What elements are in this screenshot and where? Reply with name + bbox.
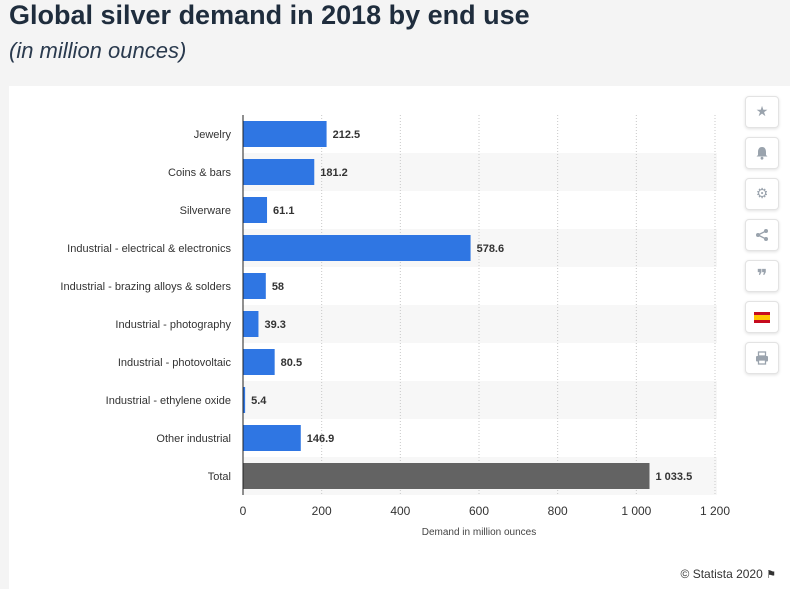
language-button[interactable]	[745, 301, 779, 333]
print-button[interactable]	[745, 342, 779, 374]
data-label: 212.5	[333, 129, 361, 141]
bar	[243, 273, 266, 299]
x-tick-label: 1 200	[700, 504, 730, 518]
row-stripe	[243, 305, 717, 343]
chart-card: Jewelry 212.5 Coins & bars 181.2 Silverware 6…	[9, 86, 790, 589]
data-label: 58	[272, 281, 284, 293]
category-label: Silverware	[180, 205, 231, 217]
x-tick-label: 0	[240, 504, 247, 518]
x-tick-label: 1 000	[621, 504, 651, 518]
category-label: Industrial - photography	[115, 319, 231, 331]
category-label: Total	[208, 471, 231, 483]
bell-icon	[756, 147, 768, 160]
bar	[243, 463, 650, 489]
bar	[243, 425, 301, 451]
cite-button[interactable]: ❞	[745, 260, 779, 292]
source-credit[interactable]: © Statista 2020 ⚑	[681, 567, 776, 581]
favorite-button[interactable]: ★	[745, 96, 779, 128]
bar	[243, 197, 268, 223]
bar	[243, 159, 315, 185]
bar	[243, 349, 275, 375]
data-label: 39.3	[264, 319, 285, 331]
x-tick-label: 400	[390, 504, 410, 518]
spain-flag-icon	[754, 311, 770, 323]
credit-text: © Statista 2020	[680, 567, 763, 581]
category-label: Industrial - electrical & electronics	[67, 243, 231, 255]
category-label: Industrial - ethylene oxide	[106, 395, 231, 407]
quote-icon: ❞	[756, 265, 768, 287]
x-tick-label: 800	[548, 504, 568, 518]
gear-icon: ⚙	[755, 186, 769, 202]
share-button[interactable]	[745, 219, 779, 251]
data-label: 578.6	[477, 243, 505, 255]
data-label: 181.2	[320, 167, 348, 179]
notification-button[interactable]	[745, 137, 779, 169]
data-label: 1 033.5	[656, 471, 693, 483]
share-icon	[756, 229, 768, 241]
category-label: Other industrial	[156, 433, 231, 445]
data-label: 146.9	[307, 433, 335, 445]
data-label: 61.1	[273, 205, 294, 217]
chart-subtitle: (in million ounces)	[9, 38, 187, 63]
bar	[243, 121, 327, 147]
bar	[243, 387, 246, 413]
settings-button[interactable]: ⚙	[745, 178, 779, 210]
tool-sidebar: ★ ⚙ ❞	[745, 96, 781, 383]
category-label: Industrial - brazing alloys & solders	[60, 281, 231, 293]
x-axis-label: Demand in million ounces	[422, 527, 537, 538]
row-stripe	[243, 381, 717, 419]
print-icon	[756, 351, 768, 365]
category-label: Jewelry	[194, 129, 232, 141]
data-label: 5.4	[251, 395, 267, 407]
flag-icon: ⚑	[766, 568, 776, 581]
data-label: 80.5	[281, 357, 302, 369]
category-label: Industrial - photovoltaic	[118, 357, 232, 369]
star-icon: ★	[755, 104, 769, 120]
x-tick-label: 200	[312, 504, 332, 518]
bar	[243, 311, 259, 337]
x-tick-label: 600	[469, 504, 489, 518]
category-label: Coins & bars	[168, 167, 231, 179]
chart-title: Global silver demand in 2018 by end use	[9, 0, 530, 30]
bar-chart: Jewelry 212.5 Coins & bars 181.2 Silverware 6…	[60, 115, 730, 538]
bar	[243, 235, 471, 261]
